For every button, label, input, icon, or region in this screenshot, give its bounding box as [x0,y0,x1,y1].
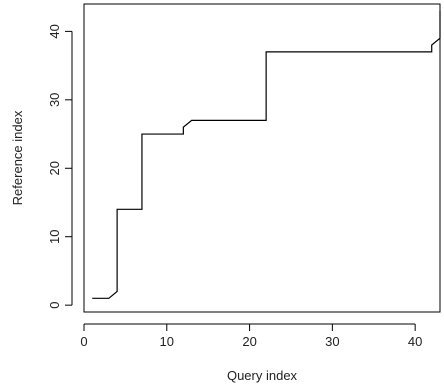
x-tick-label: 0 [80,334,87,349]
y-axis: 0 10 20 30 40 [47,24,73,309]
x-tick-label: 20 [242,334,256,349]
x-axis: 0 10 20 30 40 [80,323,422,349]
y-tick-label: 30 [47,93,62,107]
x-tick-label: 30 [325,334,339,349]
y-tick-label: 20 [47,161,62,175]
x-tick-label: 10 [160,334,174,349]
y-tick-label: 10 [47,229,62,243]
plot-frame [83,3,441,313]
y-tick-label: 40 [47,24,62,38]
x-axis-title: Query index [227,368,298,383]
series-layer [92,10,441,299]
y-tick-label: 0 [47,302,62,309]
series-line-1 [92,10,441,299]
y-axis-title: Reference index [10,110,25,205]
x-tick-label: 40 [408,334,422,349]
